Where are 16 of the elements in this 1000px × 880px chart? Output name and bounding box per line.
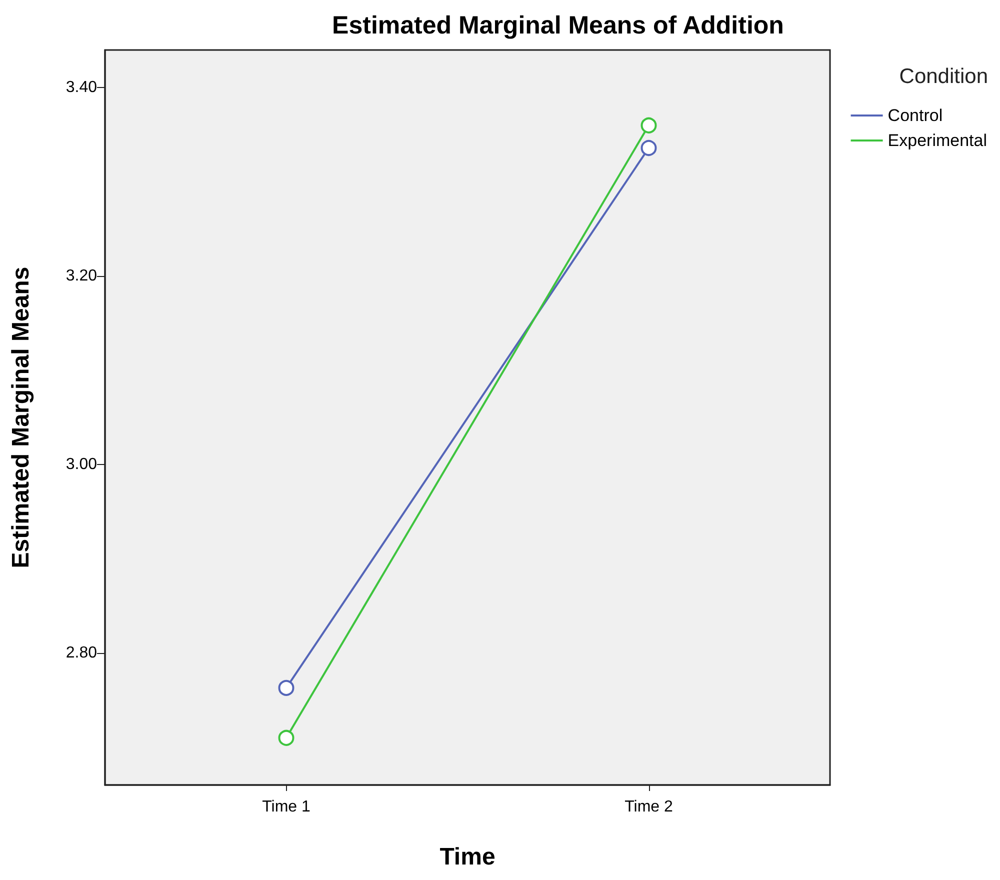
x-tick-label: Time 2 [624,798,673,816]
legend-title: Condition [899,65,988,88]
point [640,140,657,156]
point [278,730,294,746]
legend-label: Experimental [888,131,988,150]
y-tick-label: 2.80 [66,644,98,662]
point [640,117,657,134]
y-axis-title: Estimated Marginal Means [8,266,34,568]
y-tick-label: 3.00 [66,456,98,474]
x-axis-title: Time [440,844,496,870]
y-tick-label: 3.40 [66,79,98,96]
point [278,680,294,696]
x-tick-label: Time 1 [262,798,310,816]
chart-title: Estimated Marginal Means of Addition [332,12,784,40]
y-tick-label: 3.20 [66,268,98,285]
legend-label: Control [888,106,943,125]
